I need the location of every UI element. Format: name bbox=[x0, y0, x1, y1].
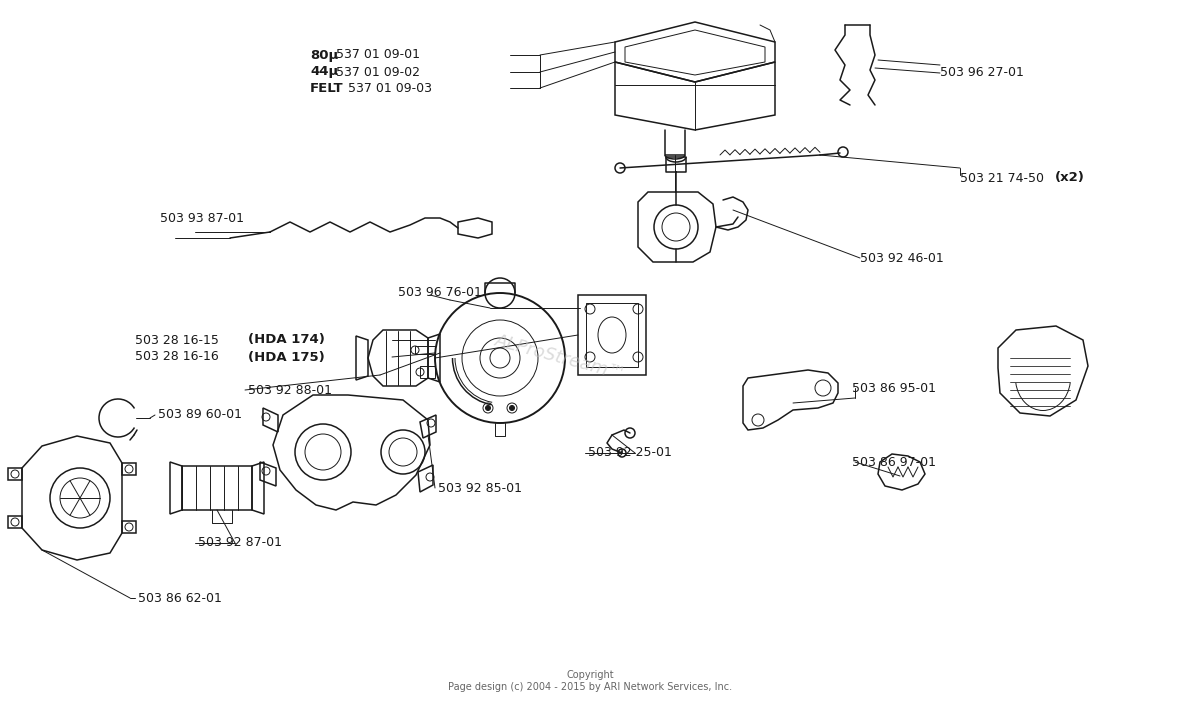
Text: (x2): (x2) bbox=[1055, 172, 1084, 184]
Text: (HDA 175): (HDA 175) bbox=[248, 350, 324, 364]
Text: 503 86 62-01: 503 86 62-01 bbox=[138, 592, 222, 604]
Text: (HDA 174): (HDA 174) bbox=[248, 333, 324, 347]
Text: 503 96 27-01: 503 96 27-01 bbox=[940, 66, 1024, 80]
Text: 537 01 09-01: 537 01 09-01 bbox=[336, 49, 420, 61]
Circle shape bbox=[510, 405, 514, 410]
Circle shape bbox=[838, 147, 848, 157]
Text: FELT: FELT bbox=[310, 81, 343, 95]
Text: 503 92 88-01: 503 92 88-01 bbox=[248, 383, 332, 397]
Text: 80μ: 80μ bbox=[310, 49, 339, 61]
Text: 44μ: 44μ bbox=[310, 66, 339, 78]
Text: 503 96 76-01: 503 96 76-01 bbox=[398, 285, 481, 299]
Text: 503 86 97-01: 503 86 97-01 bbox=[852, 455, 936, 469]
Text: 503 92 87-01: 503 92 87-01 bbox=[198, 537, 282, 549]
Text: 503 92 46-01: 503 92 46-01 bbox=[860, 251, 944, 265]
Text: 503 89 60-01: 503 89 60-01 bbox=[158, 409, 242, 421]
Text: Copyright: Copyright bbox=[566, 670, 614, 680]
Text: ALProStream™: ALProStream™ bbox=[492, 332, 628, 384]
Text: 537 01 09-03: 537 01 09-03 bbox=[348, 81, 432, 95]
Text: 503 86 95-01: 503 86 95-01 bbox=[852, 381, 936, 395]
Bar bbox=[578, 295, 645, 375]
Text: 503 92 85-01: 503 92 85-01 bbox=[438, 481, 522, 494]
Text: 503 92 25-01: 503 92 25-01 bbox=[588, 446, 671, 460]
Text: 503 21 74-50: 503 21 74-50 bbox=[961, 172, 1048, 184]
Text: 503 93 87-01: 503 93 87-01 bbox=[160, 212, 244, 225]
Circle shape bbox=[615, 163, 625, 173]
Bar bbox=[586, 303, 638, 367]
Text: 537 01 09-02: 537 01 09-02 bbox=[336, 66, 420, 78]
Text: 503 28 16-16: 503 28 16-16 bbox=[135, 350, 223, 364]
Circle shape bbox=[485, 405, 491, 410]
Text: Page design (c) 2004 - 2015 by ARI Network Services, Inc.: Page design (c) 2004 - 2015 by ARI Netwo… bbox=[448, 682, 732, 692]
Text: 503 28 16-15: 503 28 16-15 bbox=[135, 333, 223, 347]
